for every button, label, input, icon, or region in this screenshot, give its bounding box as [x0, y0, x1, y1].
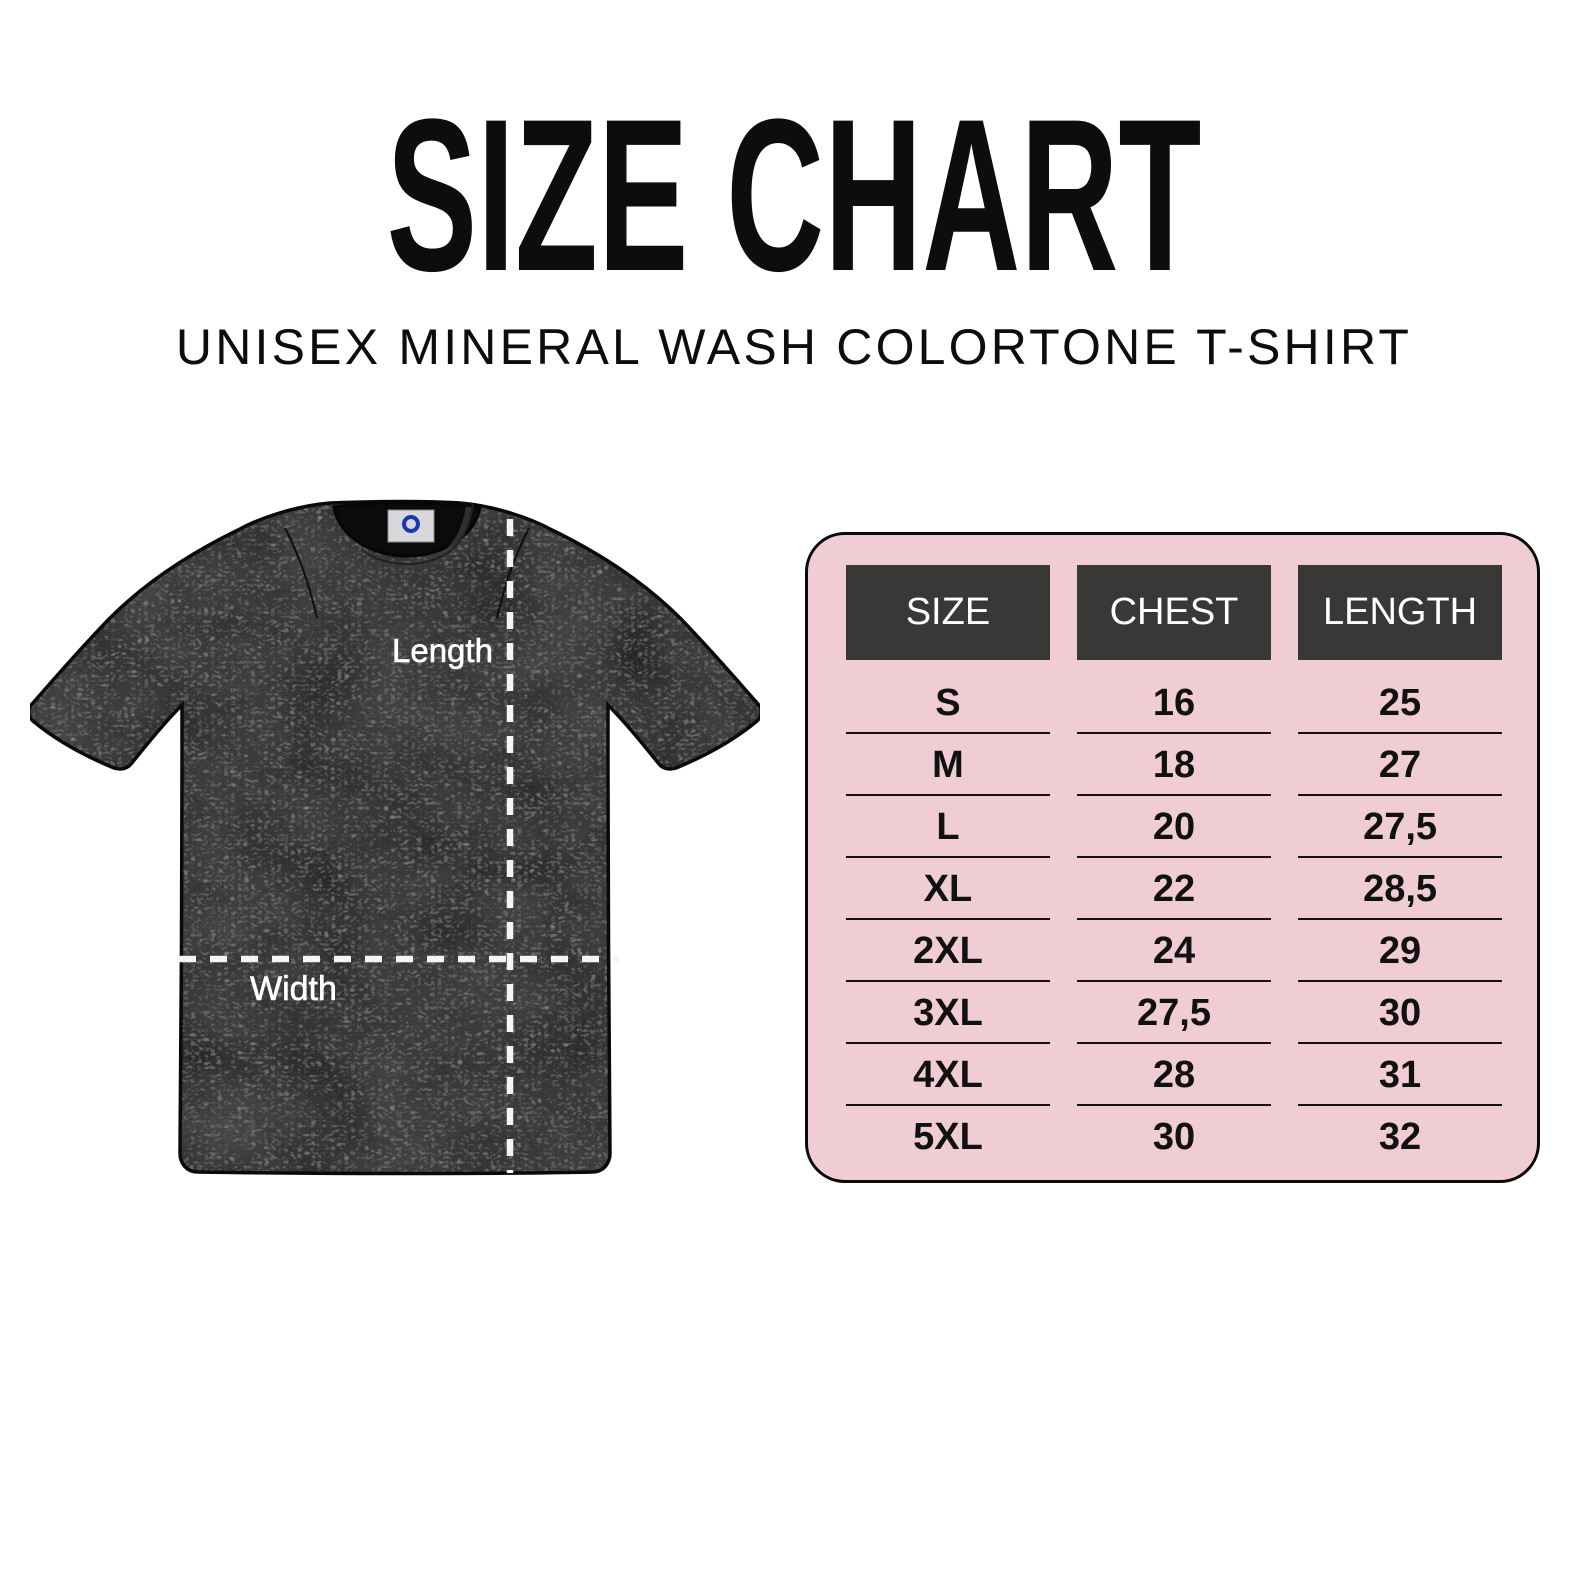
svg-text:Length: Length	[392, 632, 493, 669]
svg-text:Width: Width	[250, 970, 337, 1008]
